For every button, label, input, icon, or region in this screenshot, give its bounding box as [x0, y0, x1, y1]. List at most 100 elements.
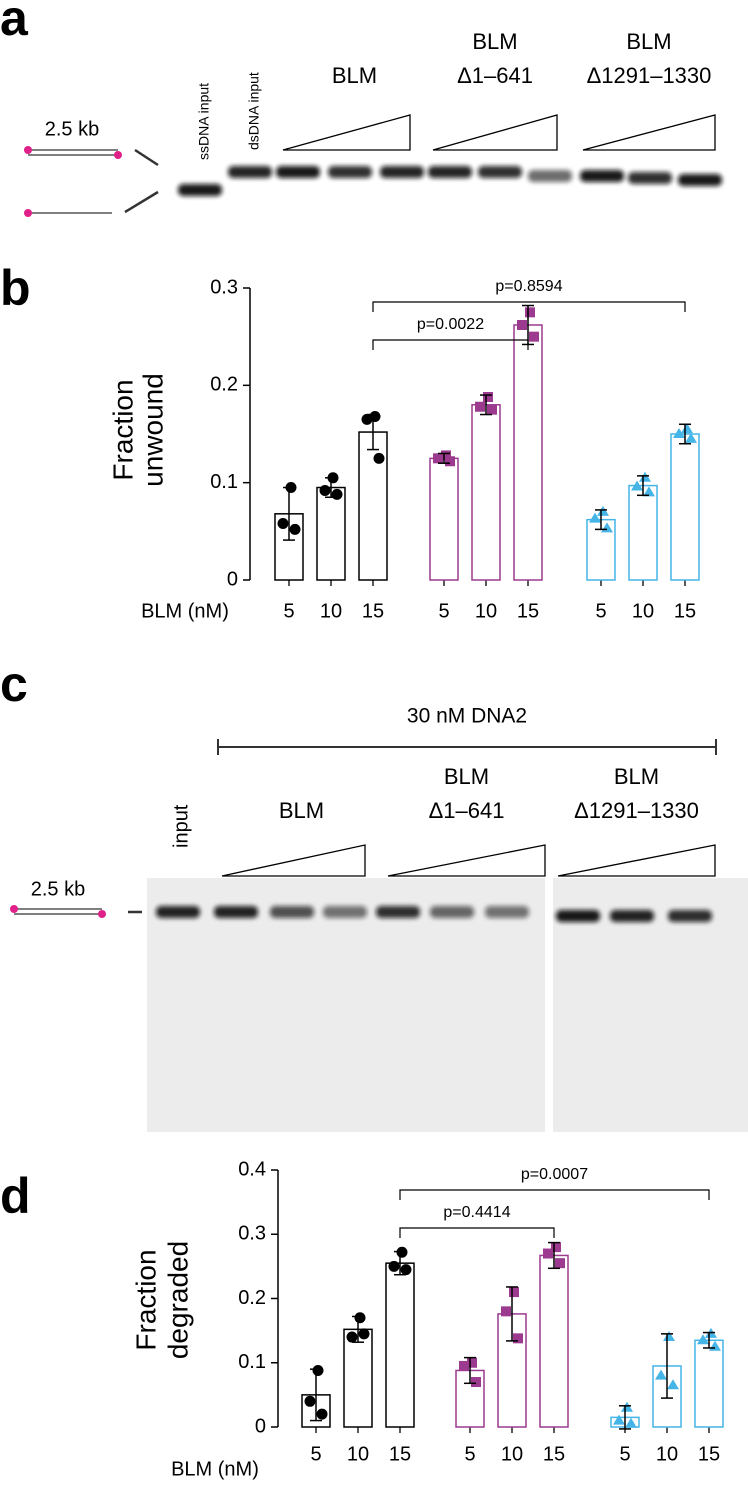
significance-bracket	[399, 1189, 710, 1200]
x-tick-label: 5	[595, 600, 606, 622]
gel-band	[323, 906, 367, 918]
size-label: 2.5 kb	[45, 118, 99, 140]
data-point	[358, 1328, 370, 1340]
data-point	[459, 1360, 469, 1371]
x-tick-label: 10	[501, 1443, 523, 1465]
gel-band	[428, 166, 472, 178]
data-point	[277, 518, 289, 530]
group-label: BLM	[472, 29, 517, 54]
y-axis-label: Fraction	[107, 379, 138, 480]
group-label: BLM	[614, 764, 659, 789]
data-point	[597, 505, 609, 516]
data-point	[681, 423, 693, 434]
data-point	[373, 452, 385, 464]
p-value: p=0.4414	[443, 1204, 510, 1221]
x-tick-label: 10	[347, 1443, 369, 1465]
group-label: Δ1–641	[429, 798, 505, 823]
data-point	[354, 1312, 366, 1324]
data-point	[475, 401, 485, 412]
bar	[343, 1328, 373, 1428]
data-point	[551, 1242, 561, 1253]
dna-end	[10, 146, 122, 918]
data-point	[445, 456, 455, 467]
x-tick-label: 10	[656, 1443, 678, 1465]
p-value: p=0.8594	[495, 278, 562, 295]
titration-wedge	[432, 114, 558, 151]
bar	[316, 486, 346, 581]
lane-label: input	[170, 804, 192, 848]
bar	[694, 1339, 724, 1428]
data-point	[471, 1377, 481, 1388]
x-tick-label: 10	[632, 600, 654, 622]
panel-label: c	[0, 656, 28, 712]
y-axis-label: degraded	[162, 1241, 193, 1359]
x-tick-label: 5	[438, 600, 449, 622]
data-point	[529, 331, 539, 342]
x-tick-label: 10	[320, 600, 342, 622]
data-point	[388, 1260, 400, 1272]
y-tick-label: 0.2	[238, 1287, 266, 1309]
gel-band	[156, 906, 200, 918]
data-point	[441, 450, 451, 461]
gel-band	[430, 906, 474, 918]
gel-band	[376, 906, 420, 918]
data-point	[589, 512, 601, 523]
y-tick-label: 0.1	[210, 471, 238, 493]
y-tick-label: 0.3	[210, 276, 238, 298]
data-point	[667, 1379, 679, 1390]
data-point	[685, 432, 697, 443]
x-tick-label: 5	[619, 1443, 630, 1465]
data-point	[400, 1264, 412, 1276]
x-tick-label: 5	[310, 1443, 321, 1465]
significance-bracket	[372, 301, 686, 312]
x-tick-label: 15	[698, 1443, 720, 1465]
y-axis-label: unwound	[137, 373, 168, 487]
x-tick-label: 5	[283, 600, 294, 622]
titration-wedge	[387, 844, 546, 877]
data-point	[517, 319, 527, 330]
gel-background	[147, 878, 545, 1132]
bar	[429, 457, 459, 581]
data-point	[467, 1357, 477, 1368]
data-point	[663, 1331, 675, 1342]
lane-label: ssDNA input	[196, 83, 212, 160]
x-tick-label: 10	[475, 600, 497, 622]
bar	[539, 1254, 569, 1428]
bar	[670, 433, 700, 581]
y-axis-label: Fraction	[130, 1249, 161, 1350]
data-point	[304, 1395, 316, 1407]
gel-band	[178, 184, 222, 196]
gel-band	[328, 166, 372, 178]
y-tick-label: 0.4	[238, 1158, 266, 1180]
gel-band	[228, 166, 272, 178]
data-point	[487, 404, 497, 415]
data-point	[289, 523, 301, 535]
data-point	[312, 1364, 324, 1376]
p-value: p=0.0007	[521, 1166, 588, 1183]
gel-band	[678, 174, 722, 186]
data-point	[483, 392, 493, 403]
panel-label: b	[0, 260, 31, 316]
bar	[628, 484, 658, 581]
x-axis-label: BLM (nM)	[171, 1458, 259, 1480]
size-label: 2.5 kb	[31, 878, 85, 900]
panel-labels: a b c d	[0, 0, 31, 1224]
gel-band	[270, 906, 314, 918]
data-point	[509, 1287, 519, 1298]
group-label: Δ1291–1330	[587, 63, 712, 88]
bar	[385, 1262, 415, 1428]
group-label: Δ1291–1330	[574, 798, 699, 823]
data-point	[316, 1408, 328, 1420]
data-point	[613, 1414, 625, 1425]
x-tick-label: 15	[362, 600, 384, 622]
bar	[471, 404, 501, 581]
x-tick-label: 15	[674, 600, 696, 622]
bar	[513, 324, 543, 581]
gel-band	[380, 166, 424, 178]
gel-band	[485, 906, 529, 918]
gel-band	[214, 906, 258, 918]
data-point	[673, 428, 685, 438]
titration-wedge	[557, 844, 716, 877]
group-label: Δ1–641	[457, 63, 533, 88]
